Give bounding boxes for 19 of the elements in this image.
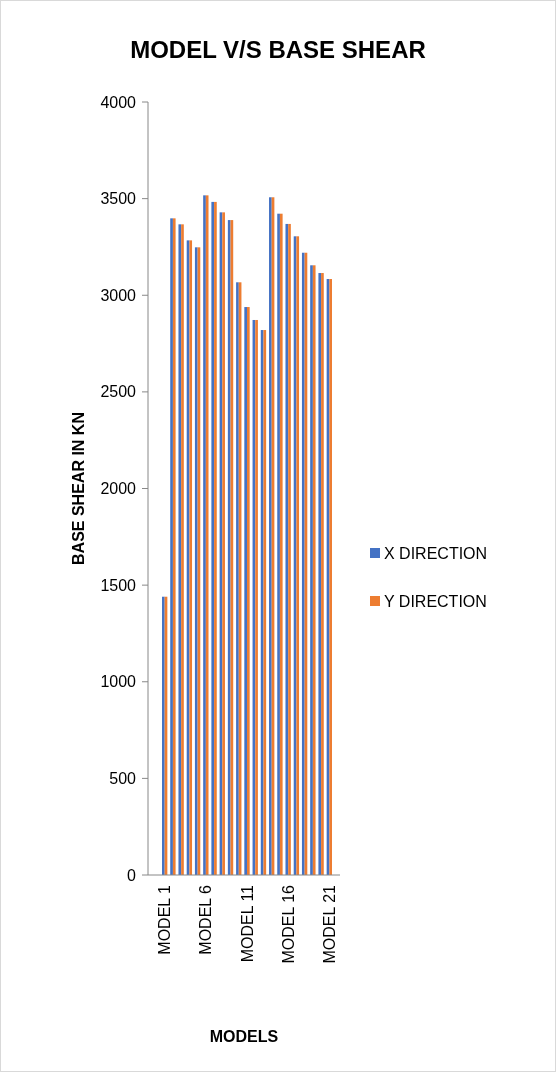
y-axis-title: BASE SHEAR IN KN	[70, 412, 87, 565]
y-tick-label: 2000	[100, 480, 137, 498]
x-tick-label: MODEL 11	[238, 884, 256, 963]
y-tick-label: 1500	[100, 576, 137, 594]
x-axis-title: MODELS	[209, 1028, 279, 1045]
y-tick-label: 3500	[100, 190, 137, 208]
y-tick-label: 2500	[100, 383, 137, 401]
x-tick-label: MODEL 1	[156, 884, 174, 955]
x-tick-label: MODEL 21	[320, 884, 338, 964]
x-tick-label: MODEL 16	[279, 884, 297, 964]
x-tick-label: MODEL 6	[197, 884, 215, 955]
legend-label: Y DIRECTION	[384, 592, 487, 610]
legend-label: X DIRECTION	[384, 544, 488, 562]
y-tick-label: 4000	[100, 93, 137, 111]
y-tick-label: 500	[109, 769, 137, 787]
y-tick-label: 3000	[100, 286, 137, 304]
y-tick-label: 0	[127, 866, 137, 884]
chart-title: MODEL V/S BASE SHEAR	[130, 36, 426, 63]
y-tick-label: 1000	[100, 673, 137, 691]
